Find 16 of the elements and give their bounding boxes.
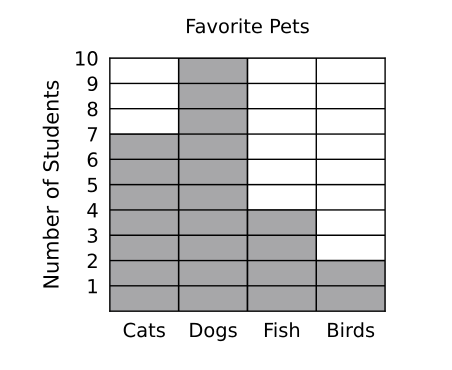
y-tick-label: 3	[88, 228, 98, 243]
x-tick-label: Cats	[124, 322, 165, 338]
y-tick-label: 6	[88, 152, 98, 167]
y-tick-label: 1	[88, 279, 97, 294]
y-tick-label: 4	[87, 203, 98, 218]
chart-title: Favorite Pets	[187, 18, 309, 34]
y-tick-label: 5	[88, 178, 98, 192]
y-tick-label: 8	[88, 102, 98, 116]
y-axis-title: Number of Students	[42, 80, 59, 288]
y-tick-label: 2	[88, 254, 97, 268]
y-tick-label: 9	[88, 76, 98, 92]
x-tick-label: Birds	[328, 322, 374, 338]
y-tick-label: 7	[88, 127, 98, 142]
y-tick-label: 10	[76, 51, 98, 66]
x-tick-label: Fish	[264, 322, 300, 338]
x-tick-label: Dogs	[190, 322, 237, 342]
